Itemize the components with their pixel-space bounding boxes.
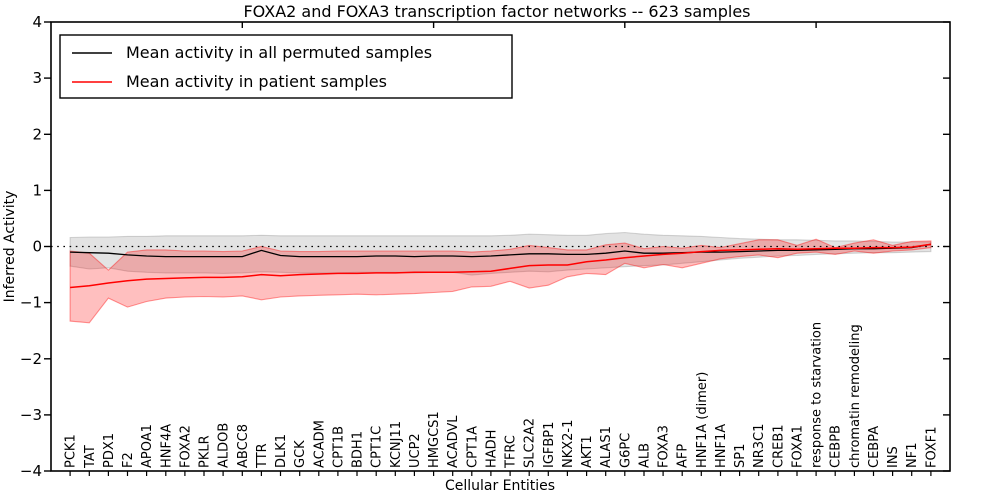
entity-label: PCK1 — [64, 434, 79, 468]
entity-label: HNF4A — [159, 424, 174, 468]
legend-frame — [59, 34, 513, 99]
entity-label: DLK1 — [274, 434, 289, 468]
entity-label: SLC2A2 — [523, 418, 538, 468]
entity-label: PKLR — [198, 435, 213, 468]
entity-label: KCNJ11 — [389, 421, 404, 468]
y-tick-label: 0 — [32, 238, 42, 256]
entity-label: CREB1 — [771, 424, 786, 468]
entity-label: TTR — [255, 443, 270, 469]
y-tick-label: −4 — [20, 462, 42, 480]
legend-label-permuted: Mean activity in all permuted samples — [126, 43, 432, 62]
entity-label: ALAS1 — [599, 426, 614, 468]
entity-label: UCP2 — [408, 433, 423, 468]
entity-label: INS — [886, 446, 901, 468]
entity-label: response to starvation — [810, 322, 825, 468]
entity-label: GCK — [293, 440, 308, 468]
entity-label: HADH — [484, 430, 499, 468]
y-tick-label: −1 — [20, 294, 42, 312]
y-tick-label: 3 — [32, 69, 42, 87]
entity-label: HNF1A — [714, 424, 729, 468]
chart-title: FOXA2 and FOXA3 transcription factor net… — [243, 2, 750, 21]
entity-label: TAT — [83, 445, 98, 469]
entity-label: IGFBP1 — [542, 422, 557, 468]
entity-label: NKX2-1 — [561, 420, 576, 468]
entity-label: FOXA1 — [791, 425, 806, 468]
legend-label-patient: Mean activity in patient samples — [126, 72, 387, 91]
y-tick-label: 1 — [32, 181, 42, 199]
entity-label: AKT1 — [580, 435, 595, 468]
y-tick-label: 4 — [32, 13, 42, 31]
entity-label: HMGCS1 — [427, 411, 442, 468]
entity-label: APOA1 — [140, 424, 155, 468]
entity-label: ABCC8 — [236, 424, 251, 468]
entity-label: CPT1B — [331, 426, 346, 468]
entity-label: FOXF1 — [924, 426, 939, 468]
y-tick-label: 2 — [32, 125, 42, 143]
entity-label: SP1 — [733, 444, 748, 468]
entity-label: FOXA2 — [178, 425, 193, 468]
legend-box: Mean activity in all permuted samples Me… — [59, 34, 513, 99]
y-tick-labels: 4 3 2 1 0 −1 −2 −3 −4 — [20, 13, 42, 480]
entity-label: F2 — [121, 452, 136, 468]
entity-label: ALB — [638, 443, 653, 468]
y-tick-label: −3 — [20, 406, 42, 424]
entity-label: G6PC — [618, 433, 633, 468]
x-axis-label: Cellular Entities — [445, 478, 555, 494]
x-entity-labels: PCK1 TAT PDX1 F2 APOA1 HNF4A FOXA2 PKLR ALDOB ABC… — [64, 322, 940, 469]
entity-label: NR3C1 — [752, 424, 767, 468]
patient-mean-line — [70, 243, 932, 289]
entity-label: CEBPB — [829, 425, 844, 468]
entity-label: AFP — [676, 444, 691, 468]
entity-label: HNF1A (dimer) — [695, 372, 710, 468]
permuted-mean-line — [70, 243, 932, 258]
entity-label: BDH1 — [351, 431, 366, 468]
entity-label: CEBPA — [867, 426, 882, 468]
entity-label: ALDOB — [217, 423, 232, 468]
series-lines — [70, 243, 932, 289]
entity-label: CPT1A — [465, 426, 480, 468]
entity-label: chromatin remodeling — [848, 324, 863, 468]
y-tick-label: −2 — [20, 350, 42, 368]
entity-label: ACADM — [312, 420, 327, 468]
entity-label: NF1 — [905, 443, 920, 468]
entity-label: ACADVL — [446, 415, 461, 468]
entity-label: CPT1C — [370, 426, 385, 468]
patient-band — [69, 238, 932, 324]
entity-label: FOXA3 — [657, 425, 672, 468]
axis-ticks — [44, 21, 950, 476]
entity-label: PDX1 — [102, 433, 117, 468]
entity-label: TFRC — [504, 435, 519, 469]
y-axis-label: Inferred Activity — [2, 191, 18, 303]
